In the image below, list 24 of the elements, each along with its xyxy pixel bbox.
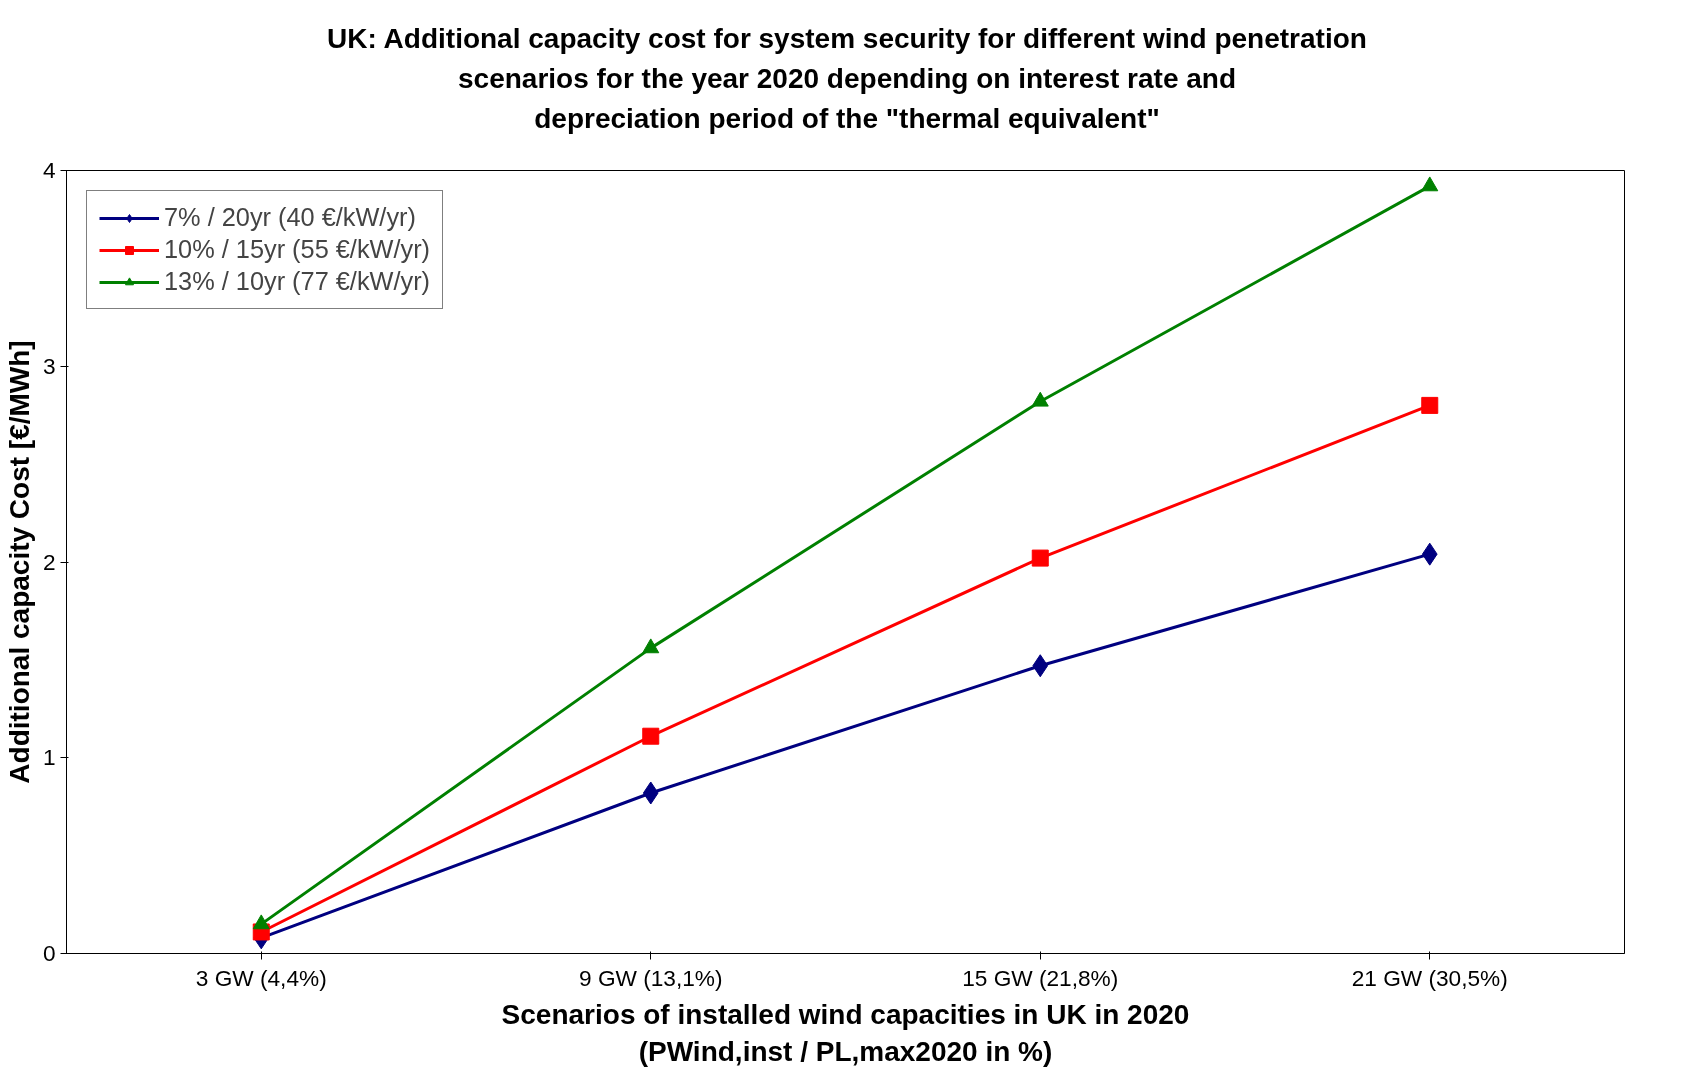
point <box>1421 542 1438 566</box>
y-tick-label: 4 <box>42 157 56 183</box>
legend-label: 10% / 15yr (55 €/kW/yr) <box>164 235 431 264</box>
legend-label: 13% / 10yr (77 €/kW/yr) <box>164 267 431 296</box>
y-axis-title: Additional capacity Cost [€/MWh] <box>3 340 35 784</box>
x-axis-title: Scenarios of installed wind capacities in UK in 2020 (PWind,inst / PL,max2020 in %) <box>501 998 1190 1067</box>
y-tick-label: 2 <box>42 548 56 575</box>
legend-label: 7% / 20yr (40 €/kW/yr) <box>164 203 416 232</box>
y-tick-label: 1 <box>42 744 56 771</box>
x-tick-label: 15 GW (21,8%) <box>962 964 1119 991</box>
point <box>1421 396 1439 414</box>
point <box>642 638 660 654</box>
point <box>642 781 659 805</box>
point <box>1032 654 1049 678</box>
point <box>1031 391 1049 407</box>
x-tick-label: 3 GW (4,4%) <box>195 964 327 991</box>
y-tick-label: 0 <box>42 940 56 966</box>
point <box>1031 549 1049 567</box>
chart-title: UK: Additional capacity cost for system security for different wind penetration scenarios for the year 2020 depending on interest rate and depreciation period of the "thermal equivalent" <box>327 22 1367 136</box>
y-tick-label: 3 <box>42 352 56 379</box>
x-tick-label: 9 GW (13,1%) <box>578 964 723 991</box>
point <box>1421 176 1439 192</box>
point <box>642 727 660 745</box>
x-tick-label: 21 GW (30,5%) <box>1351 964 1508 991</box>
